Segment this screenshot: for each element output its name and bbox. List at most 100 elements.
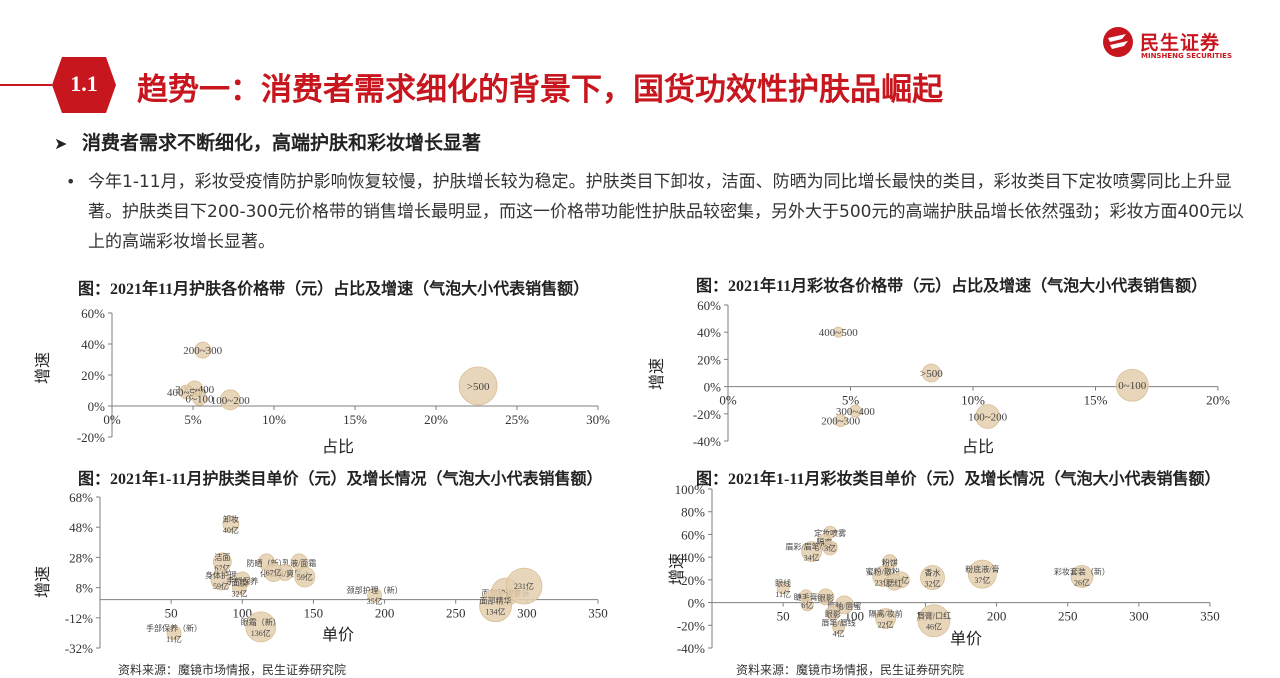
- bubble-label: 蜜粉/散粉: [866, 566, 900, 576]
- bubble-label: 0~100: [1118, 380, 1146, 392]
- bubble-value-label: 37亿: [974, 575, 990, 585]
- chart-title-3: 图：2021年1-11月护肤类目单价（元）及增长情况（气泡大小代表销售额）: [78, 471, 603, 488]
- bubble-value-label: 22亿: [878, 619, 894, 629]
- bubble-label: 隔离/妆前: [868, 608, 902, 618]
- x-tick-label: 200: [375, 606, 395, 621]
- bubble-label: 防晒（新）: [246, 558, 286, 568]
- bubble-label: 唇膏/口红: [917, 611, 951, 621]
- bubble: [800, 598, 814, 612]
- y-tick-label: -12%: [65, 611, 93, 626]
- bubble-label: 定妆喷雾: [814, 528, 846, 538]
- bubble: [276, 564, 294, 581]
- bubble-label: 香水: [925, 568, 941, 578]
- bubble-label: 粉底液/膏: [965, 564, 999, 574]
- bubble: [834, 414, 848, 428]
- x-tick-label: 15%: [343, 412, 367, 427]
- bubble: [817, 533, 832, 549]
- y-axis-title: 增速: [668, 553, 686, 585]
- bubble: [245, 611, 277, 643]
- bubble-value-label: 11亿: [893, 575, 909, 585]
- bubble: [817, 588, 835, 606]
- bubble: [194, 341, 212, 359]
- bubble: [222, 515, 240, 533]
- bubble: [822, 540, 838, 556]
- bubble-label: 面膜: [231, 578, 247, 588]
- bubble-label: 眉彩/眉笔/眉粉: [785, 541, 837, 551]
- x-tick-label: 350: [1200, 609, 1220, 624]
- x-tick-label: 25%: [505, 412, 529, 427]
- section-badge: [52, 57, 116, 113]
- bubble-label: >500: [467, 381, 490, 393]
- bubble-value-label: 3亿: [824, 543, 836, 553]
- brand-name-en: MINSHENG SECURITIES: [1141, 52, 1232, 60]
- bubble: [1070, 565, 1094, 588]
- bubble: [801, 541, 822, 562]
- bubble: [258, 553, 275, 571]
- x-tick-label: 15%: [1084, 393, 1108, 408]
- bubble-label: 彩妆套装（新）: [1054, 566, 1110, 576]
- y-axis-title: 增速: [34, 566, 52, 598]
- y-tick-label: 60%: [697, 298, 721, 313]
- x-tick-label: 0%: [103, 412, 121, 427]
- x-tick-label: 20%: [424, 412, 448, 427]
- bubble-label: 唇釉/唇蜜: [827, 601, 861, 611]
- bubble: [1115, 368, 1149, 402]
- bubble-label: >500: [920, 368, 943, 380]
- bubble: [975, 404, 1001, 429]
- bubble: [219, 389, 241, 411]
- x-tick-label: 5%: [184, 412, 202, 427]
- x-axis-title: 单价: [950, 630, 982, 648]
- bubble-label: 洁面: [214, 552, 230, 562]
- x-axis-title: 占比: [322, 438, 354, 456]
- bubble: [264, 563, 283, 582]
- bubble-label: 粉饼: [882, 558, 898, 568]
- bubble: [832, 621, 846, 634]
- x-tick-label: 10%: [262, 412, 286, 427]
- bubble: [505, 567, 543, 605]
- bubble-label: 颈部护理（新）: [347, 585, 403, 595]
- bubble: [491, 577, 520, 607]
- x-tick-label: 250: [446, 606, 466, 621]
- bubble-value-label: 40亿: [223, 525, 239, 535]
- paragraph-text: 今年1-11月，彩妆受疫情防护影响恢复较慢，护肤增长较为稳定。护肤类目下卸妆，洁…: [88, 172, 1244, 252]
- y-tick-label: 8%: [76, 581, 94, 596]
- bubble-value-label: 35亿: [367, 596, 383, 606]
- y-tick-label: -20%: [77, 430, 105, 445]
- x-tick-label: 100: [233, 606, 253, 621]
- x-tick-label: 200: [987, 609, 1007, 624]
- bubble-label: 0~100: [186, 393, 214, 405]
- x-tick-label: 300: [1129, 609, 1149, 624]
- x-tick-label: 150: [304, 606, 324, 621]
- bubble-label: 唇笔/唇线: [822, 618, 856, 628]
- bubble-label: 眼影: [825, 609, 841, 619]
- bubble: [849, 404, 862, 418]
- y-axis-title: 增速: [34, 352, 52, 384]
- bubble: [290, 553, 308, 571]
- bubble-value-label: 67亿: [266, 568, 282, 578]
- bubble: [479, 589, 512, 623]
- bubble-label: 手部保养: [226, 576, 258, 586]
- bubble: [872, 566, 894, 587]
- bubble-label: 乳液/面霜: [282, 558, 316, 568]
- x-tick-label: 150: [916, 609, 936, 624]
- source-note-right: 资料来源：魔镜市场情报，民生证券研究院: [736, 663, 965, 677]
- bubble-value-label: 32亿: [231, 589, 247, 599]
- x-tick-label: 10%: [961, 393, 985, 408]
- section-number: 1.1: [70, 71, 98, 96]
- y-tick-label: 80%: [681, 505, 705, 520]
- y-tick-label: 0%: [704, 380, 722, 395]
- y-tick-label: 28%: [69, 550, 93, 565]
- bubble-value-label: 59亿: [213, 581, 229, 591]
- x-tick-label: 5%: [842, 393, 860, 408]
- x-tick-label: 0%: [719, 393, 737, 408]
- page-title: 趋势一：消费者需求细化的背景下，国货功效性护肤品崛起: [137, 72, 943, 108]
- x-axis-title: 占比: [962, 438, 994, 456]
- y-tick-label: 20%: [681, 573, 705, 588]
- bubble: [921, 363, 941, 383]
- bubble: [823, 525, 837, 539]
- bubble-value-label: 136亿: [251, 628, 271, 638]
- bubble-value-label: 46亿: [926, 622, 942, 632]
- bubble: [875, 608, 896, 629]
- y-tick-label: 48%: [69, 520, 93, 535]
- x-axis-title: 单价: [322, 626, 354, 644]
